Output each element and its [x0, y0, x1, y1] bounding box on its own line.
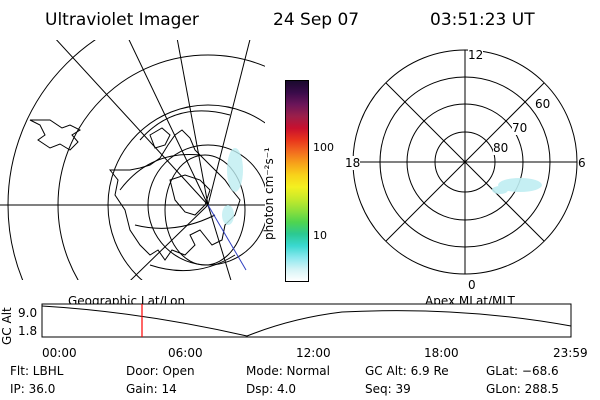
polar-label-18: 18 [345, 156, 361, 170]
info-dsp: Dsp: 4.0 [246, 382, 297, 396]
colorbar [285, 80, 309, 282]
info-glon: GLon: 288.5 [486, 382, 559, 396]
polar-label-12: 12 [468, 48, 484, 62]
timeline-x-tick-0000: 00:00 [42, 346, 77, 360]
info-seq: Seq: 39 [365, 382, 411, 396]
info-gain: Gain: 14 [126, 382, 177, 396]
info-door: Door: Open [126, 364, 195, 378]
time-label: 03:51:23 UT [430, 10, 535, 30]
colorbar-tick-100: 100 [313, 141, 334, 154]
altitude-timeline [41, 303, 572, 338]
info-mode: Mode: Normal [246, 364, 330, 378]
info-gc-alt: GC Alt: 6.9 Re [365, 364, 449, 378]
info-flt: Flt: LBHL [10, 364, 64, 378]
timeline-y-tick-max: 9.0 [18, 306, 38, 320]
date-label: 24 Sep 07 [273, 10, 360, 30]
info-ip: IP: 36.0 [10, 382, 56, 396]
polar-lat-70: 70 [512, 121, 528, 135]
colorbar-tick-10: 10 [313, 229, 327, 242]
app-title: Ultraviolet Imager [45, 10, 199, 30]
polar-lat-60: 60 [535, 97, 551, 111]
timeline-x-tick-0600: 06:00 [168, 346, 203, 360]
timeline-x-tick-1800: 18:00 [424, 346, 459, 360]
timeline-y-axis-label: GC Alt [0, 307, 14, 345]
colorbar-unit-label: photon cm⁻²s⁻¹ [262, 147, 276, 240]
timeline-x-tick-1200: 12:00 [296, 346, 331, 360]
timeline-x-tick-2359: 23:59 [553, 346, 588, 360]
polar-label-0: 0 [468, 278, 476, 292]
polar-lat-80: 80 [493, 141, 509, 155]
timeline-y-tick-min: 1.8 [18, 324, 38, 338]
colorbar-gradient [286, 81, 308, 281]
geographic-map [0, 40, 265, 280]
polar-label-6: 6 [578, 156, 586, 170]
info-glat: GLat: −68.6 [486, 364, 559, 378]
polar-mlt-plot [352, 49, 578, 275]
